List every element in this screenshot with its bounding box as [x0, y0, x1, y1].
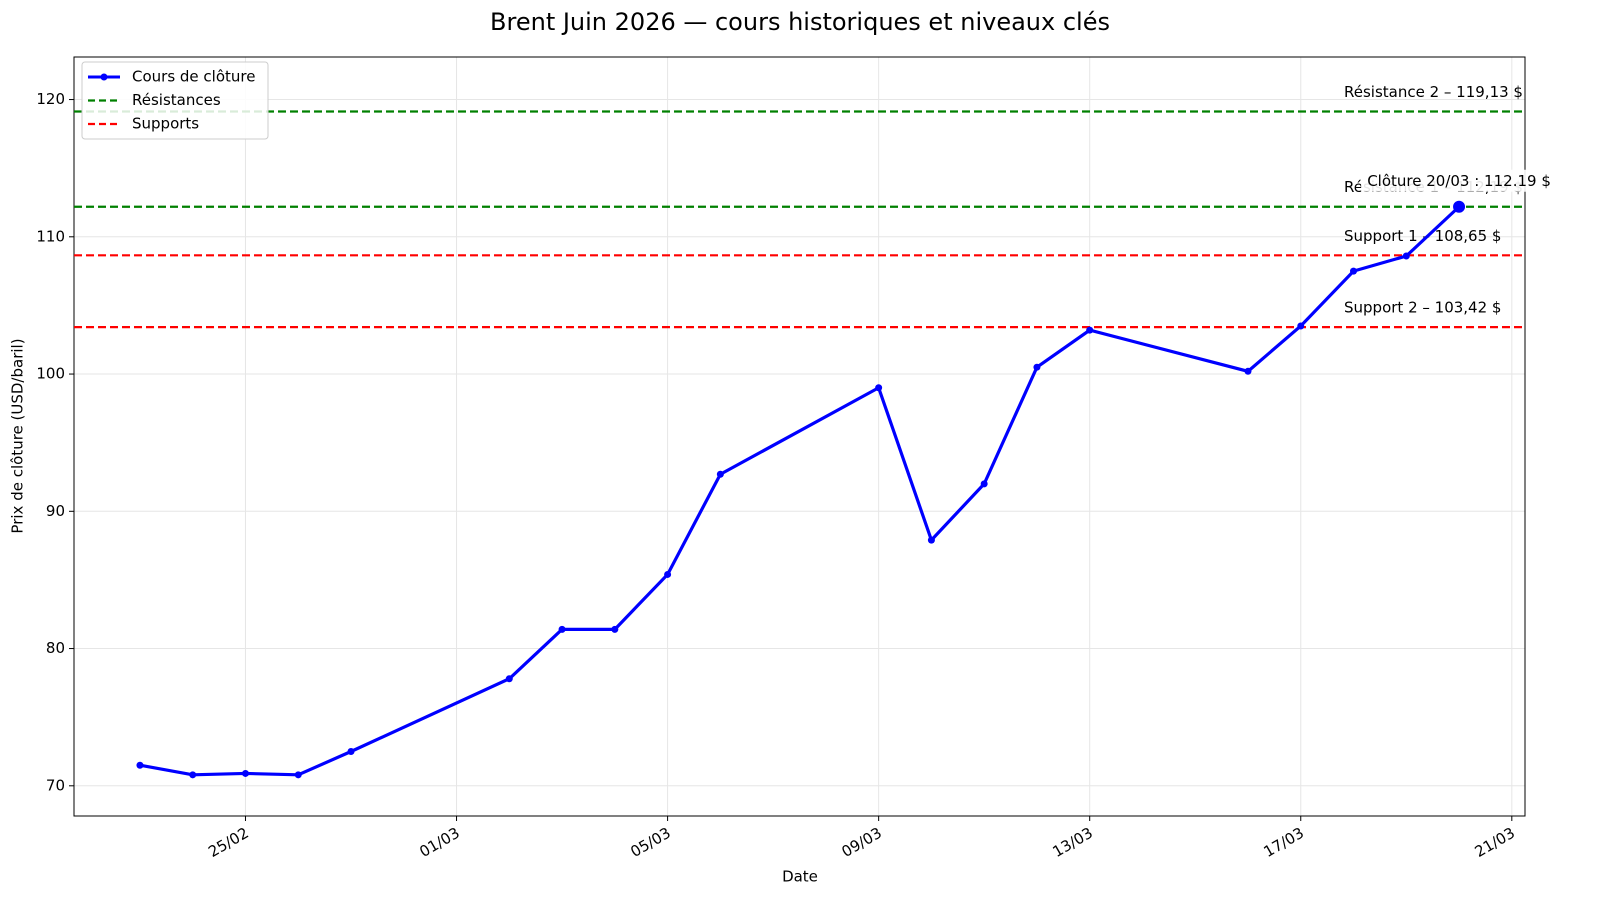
price-point	[664, 570, 672, 578]
legend-label: Résistances	[132, 91, 221, 109]
y-axis-label: Prix de clôture (USD/baril)	[9, 338, 27, 533]
y-tick-label: 110	[36, 227, 65, 245]
legend: Cours de clôture Résistances Supports	[81, 61, 269, 140]
price-point	[1350, 267, 1358, 275]
price-point	[611, 625, 619, 633]
price-point	[980, 480, 988, 488]
y-tick-label: 80	[46, 639, 65, 657]
last-close-marker	[1453, 200, 1466, 213]
y-tick-label: 120	[36, 90, 65, 108]
price-point	[505, 675, 513, 683]
price-line	[139, 205, 1461, 777]
annotation-bg	[1361, 169, 1558, 192]
legend-label: Cours de clôture	[132, 68, 255, 86]
x-tick-label: 05/03	[627, 824, 673, 861]
price-point	[1086, 326, 1094, 334]
y-tick-label: 100	[36, 365, 65, 383]
y-tick-label: 90	[46, 502, 65, 520]
reference-label: Support 1 – 108,65 $	[1344, 227, 1501, 245]
x-tick-label: 09/03	[838, 824, 884, 861]
legend-marker	[100, 73, 108, 81]
price-point	[1402, 252, 1410, 260]
reference-label: Support 2 – 103,42 $	[1344, 299, 1501, 317]
legend-box	[81, 61, 269, 140]
y-tick-label: 70	[46, 776, 65, 794]
price-point	[716, 470, 724, 478]
legend-label: Supports	[132, 115, 199, 133]
price-point	[136, 761, 144, 769]
plot-frame	[73, 56, 1526, 817]
price-point	[875, 384, 883, 392]
x-tick-label: 01/03	[416, 824, 462, 861]
price-point	[1297, 322, 1305, 330]
x-tick-label: 25/02	[205, 824, 251, 861]
x-tick-label: 21/03	[1472, 824, 1518, 861]
price-point	[294, 771, 302, 779]
price-point	[241, 769, 249, 777]
x-tick-label: 17/03	[1261, 824, 1307, 861]
reference-label: Résistance 2 – 119,13 $	[1344, 83, 1523, 101]
price-point	[1244, 367, 1252, 375]
price-point	[927, 536, 935, 544]
annotation: Clôture 20/03 : 112.19 $	[1367, 172, 1551, 190]
price-point	[189, 771, 197, 779]
price-point	[1033, 363, 1041, 371]
price-point	[558, 625, 566, 633]
chart-title: Brent Juin 2026 — cours historiques et n…	[490, 8, 1110, 36]
price-point	[347, 747, 355, 755]
x-tick-label: 13/03	[1050, 824, 1096, 861]
x-axis-label: Date	[782, 868, 818, 886]
